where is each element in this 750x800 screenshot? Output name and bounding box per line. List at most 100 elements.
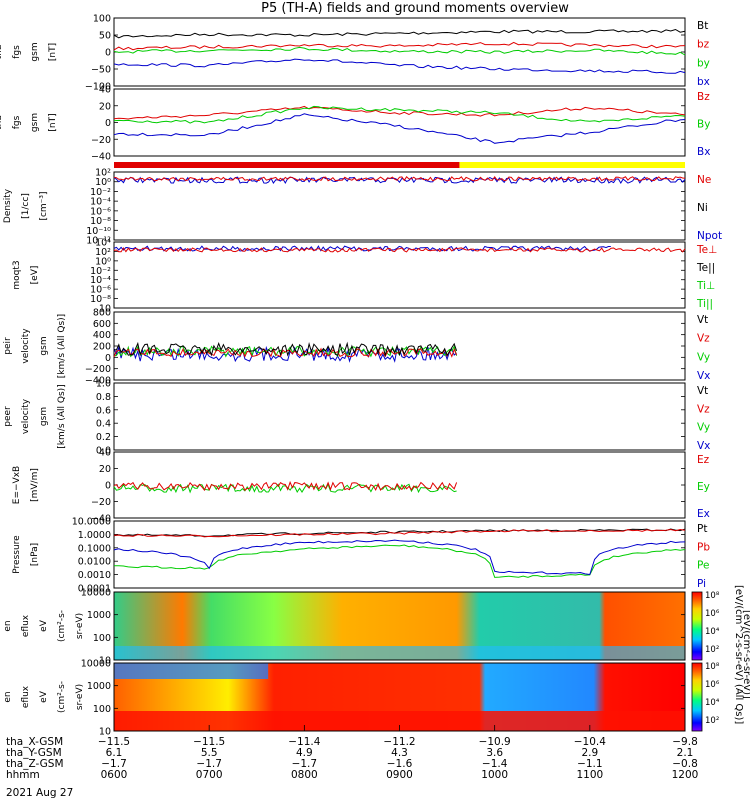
ytick-label: 10 [99, 656, 111, 667]
ytick-label: 400 [93, 330, 111, 341]
ytick-label: −20 [91, 497, 111, 508]
ytick-label: 0 [105, 48, 111, 59]
panel-frame-density [113, 171, 686, 241]
ylabel-line: E=−VxB [12, 466, 22, 504]
ytick-label: −100 [85, 82, 111, 93]
ytick-label: 10⁰ [95, 256, 111, 267]
series-pressure-Pi [113, 539, 686, 576]
colorbar-upper-tick: 10⁶ [705, 609, 720, 619]
legend-pressure-3: Pi [697, 578, 706, 590]
ytick-label: −200 [85, 364, 111, 375]
ytick-label: 0.4 [96, 419, 111, 430]
density-npot-trace [113, 176, 686, 185]
footer-value: −1.7 [101, 758, 127, 770]
ytick-label: 10.0000 [72, 517, 111, 528]
legend-fgs-dsl-0: Bz [697, 91, 710, 103]
ytick-label: 0 [105, 481, 111, 492]
peir-vx-trace [113, 345, 457, 363]
ytick-label: 1000 [87, 681, 111, 692]
peir-vt-trace [113, 341, 458, 358]
colorbar-lower-label: [eV/(cm²-s-sr-eV)] [741, 610, 750, 699]
ytick-label: 0.0001 [78, 584, 111, 595]
footer-value: −11.5 [193, 736, 225, 748]
legend-temp-3: Ti|| [696, 298, 713, 310]
efield-ey-trace [113, 483, 457, 494]
ylabel-line: tha [0, 45, 4, 60]
mode-bar-fast [459, 162, 685, 168]
panel-frame-temp [113, 241, 686, 309]
footer-value: 0700 [196, 769, 223, 781]
ylabel-density: Density [1/cc] [cm⁻³] [3, 188, 49, 223]
footer-value: −11.4 [288, 736, 320, 748]
ytick-label: 10² [95, 247, 111, 258]
ytick-label: 10⁰ [95, 177, 111, 188]
peer-low-energy-band [114, 711, 685, 731]
ylabel-line: (cm²-s- [57, 681, 67, 713]
ylabel-line: eflux [21, 614, 31, 637]
colorbar-lower-tick: 10² [705, 716, 719, 726]
ylabel-line: fgs [12, 45, 22, 59]
legend-peer-vel-0: Vt [697, 385, 708, 397]
ylabel-fgs-dsl: tha fgs gsm [nT] [0, 113, 58, 132]
ytick-label: 1.0 [96, 379, 111, 390]
ylabel-line: eV [39, 690, 49, 703]
ytick-label: 0 [105, 118, 111, 129]
page-title: P5 (TH-A) fields and ground moments over… [261, 1, 569, 16]
colorbar-upper-label: [eV/(cm^2-s-sr-eV) (All Qs)] [733, 585, 744, 724]
footer-value: −1.7 [196, 758, 222, 770]
footer-label-2: tha_Z-GSM [6, 758, 64, 770]
ylabel-line: velocity [21, 398, 31, 434]
ylabel-line: Density [3, 188, 13, 223]
ylabel-line: [cm⁻³] [39, 191, 49, 220]
ytick-label: 0 [105, 353, 111, 364]
ylabel-line: peer [3, 406, 13, 427]
footer-value: 5.5 [201, 747, 218, 759]
ylabel-line: peir [3, 337, 13, 355]
panel-frame-peir-vel [113, 311, 686, 381]
ytick-label: 200 [93, 342, 111, 353]
ylabel-peir-vel: thapeirvelocitygsm[km/s (All Qs)] [3, 314, 67, 378]
ytick-label: 10000 [81, 588, 111, 599]
x-axis [113, 725, 686, 731]
ylabel-temp: moqt3 [eV] [12, 260, 40, 289]
series-fgs-dsl-Bx [113, 113, 686, 144]
ytick-label: −40 [91, 514, 111, 525]
legend-fgs-gsm-2: by [697, 57, 710, 69]
footer-value: 3.6 [486, 747, 503, 759]
ylabel-line: [nPa] [30, 543, 40, 566]
colorbar-upper-tick: 10² [705, 645, 719, 655]
ylabel-line: [km/s (All Qs)] [57, 384, 67, 448]
ytick-label: 10⁻⁸ [90, 216, 111, 227]
legend-peir-vel-2: Vy [697, 351, 710, 363]
legend-temp-1: Te|| [696, 262, 715, 274]
ylabel-line: en [3, 691, 13, 702]
ytick-label: −400 [85, 376, 111, 387]
ylabel-line: Pressure [12, 535, 22, 574]
series-fgs-dsl-Bz [113, 105, 686, 120]
footer-value: 1000 [481, 769, 508, 781]
ytick-label: 10⁴ [95, 238, 111, 249]
ylabel-line: [mV/m] [30, 468, 40, 502]
ytick-label: −50 [91, 65, 111, 76]
ytick-label: 10⁻⁴ [90, 197, 111, 208]
ytick-label: 50 [99, 31, 111, 42]
ylabel-peir-eflux: thapeirenefluxeV(cm²-s-sr-eV) [3, 610, 85, 642]
footer-value: 2.9 [581, 747, 598, 759]
footer-value: 0900 [386, 769, 413, 781]
ytick-label: 100 [93, 704, 111, 715]
ytick-label: 10⁻² [90, 266, 111, 277]
density-ne-trace [113, 176, 686, 182]
ytick-label: −20 [91, 135, 111, 146]
ytick-label: 0.6 [96, 405, 111, 416]
ylabel-peer-eflux: thapeerenefluxeV(cm²-s-sr-eV) [3, 681, 85, 713]
footer-value: 1100 [576, 769, 603, 781]
ylabel-line: fgs [12, 115, 22, 129]
ytick-label: 10² [95, 168, 111, 179]
ylabel-line: [nT] [48, 43, 58, 61]
ytick-label: 10⁻¹² [86, 236, 111, 247]
legend-fgs-dsl-2: Bx [697, 146, 710, 158]
ylabel-line: [nT] [48, 113, 58, 131]
legend-density-0: Ne [697, 174, 711, 186]
panel-frame-pressure [113, 520, 686, 589]
